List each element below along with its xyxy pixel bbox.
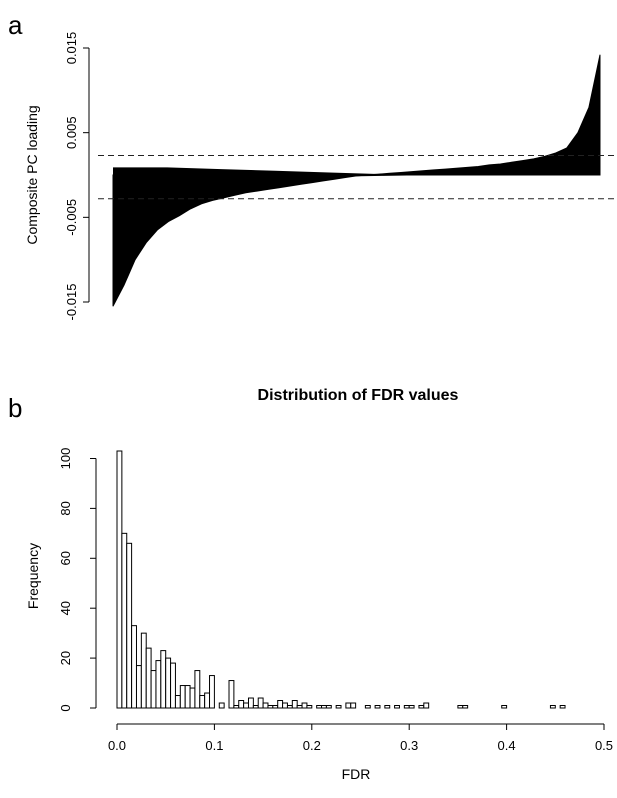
panel-b-histogram-bar [408,705,415,709]
panel-b-histogram-bar [257,697,264,709]
panel-b-x-tick-label: 0.3 [400,738,418,753]
panel-a-y-tick-label: 0.015 [64,32,79,65]
panel-b-histogram-bar [457,705,464,709]
panel-b-y-tick-label: 80 [58,501,73,515]
panel-b-histogram-bar [252,705,259,709]
panel-b-histogram-bar [282,702,288,709]
panel-b-histogram-bar [364,705,371,709]
panel-b-histogram-bar [194,670,201,709]
panel-b-y-axis-title: Frequency [25,543,41,609]
panel-a-loading-chart: a -0.015 -0.005 0.005 0.015 Composite PC lo… [8,10,617,320]
panel-b-histogram-bar [131,625,137,709]
panel-b-histogram-bar [218,702,225,709]
panel-b-histogram-bar [301,702,308,709]
panel-b-x-tick-label: 0.2 [303,738,321,753]
panel-b-histogram-bar [174,695,181,709]
panel-a-loading-area [112,54,601,307]
panel-b-histogram-bar [350,702,357,709]
panel-a-threshold-lines [98,155,617,200]
panel-b-histogram-bar [165,657,172,709]
panel-b-x-tick-label: 0.4 [498,738,516,753]
panel-b-histogram-bar [345,702,352,709]
panel-b-histogram-bar [209,675,215,709]
panel-b-histogram-bar [296,705,303,709]
panel-b-histogram-bar [325,705,332,709]
panel-b-histogram-bar [272,705,279,709]
panel-b-histogram-bar [228,680,235,709]
panel-b-histogram-bar [374,705,381,709]
panel-b-histogram-bar [316,705,323,709]
panel-a-y-axis: -0.015 -0.005 0.005 0.015 [64,32,90,321]
panel-b-histogram-bar [306,705,313,709]
panel-b-histogram-bar [140,632,147,709]
panel-b-histogram-bar [121,532,128,709]
panel-b-y-tick-label: 20 [58,651,73,665]
panel-b-histogram-bar [238,700,245,709]
panel-b-histogram-bar [321,705,327,709]
panel-b-histogram-bar [247,697,254,709]
panel-b-histogram-bar [277,700,284,709]
panel-b-histogram-bar [189,687,196,709]
panel-b-histogram-bar [179,685,186,709]
panel-b-histogram-bar [262,702,269,709]
panel-b-histogram-bars [116,450,566,709]
panel-b-histogram-bar [155,660,162,709]
panel-b-histogram-bar [559,705,566,709]
panel-b-histogram-bar [501,705,508,709]
panel-b-histogram-bar [184,685,191,709]
panel-b-histogram-bar [335,705,342,709]
panel-b-histogram-bar [418,705,425,709]
panel-b-y-tick-label: 0 [58,704,73,711]
panel-b-histogram-bar [233,705,240,709]
panel-b-histogram-bar [160,650,167,709]
panel-b-y-tick-label: 60 [58,551,73,565]
panel-b-fdr-histogram: b Distribution of FDR values 0 20 40 60 80 10… [8,387,613,782]
panel-letter-b: b [8,393,22,423]
panel-b-histogram-bar [150,670,157,709]
panel-b-y-tick-label: 100 [58,448,73,470]
panel-b-histogram-bar [384,705,391,709]
panel-b-histogram-bar [394,705,400,709]
panel-b-chart-title: Distribution of FDR values [258,387,459,404]
panel-a-y-tick-label: -0.005 [64,199,79,236]
panel-b-histogram-bar [170,662,176,709]
panel-a-y-tick-label: 0.005 [64,116,79,149]
panel-b-histogram-bar [267,705,274,709]
panel-a-y-axis-title: Composite PC loading [24,105,40,244]
panel-a-y-tick-label: -0.015 [64,284,79,321]
panel-b-histogram-bar [116,450,123,709]
panel-b-histogram-bar [403,705,410,709]
panel-b-histogram-bar [145,647,152,709]
panel-b-x-tick-label: 0.1 [205,738,223,753]
panel-b-histogram-bar [243,702,249,709]
panel-b-histogram-bar [135,665,142,709]
panel-b-histogram-bar [549,705,556,709]
panel-letter-a: a [8,10,23,40]
panel-b-x-axis-title: FDR [342,766,371,782]
panel-b-histogram-bar [291,700,298,709]
panel-b-x-tick-label: 0.0 [108,738,126,753]
panel-b-histogram-bar [286,705,293,709]
panel-b-histogram-bar [423,702,430,709]
panel-b-x-tick-label: 0.5 [595,738,613,753]
panel-a-loading-band [113,167,600,183]
panel-b-histogram-bar [462,705,469,709]
panel-b-x-axis: 0.0 0.1 0.2 0.3 0.4 0.5 [108,723,613,753]
panel-b-y-axis: 0 20 40 60 80 100 [58,448,97,712]
panel-b-histogram-bar [204,692,211,709]
panel-b-histogram-bar [199,695,206,709]
panel-b-histogram-bar [126,542,133,709]
panel-b-y-tick-label: 40 [58,601,73,615]
